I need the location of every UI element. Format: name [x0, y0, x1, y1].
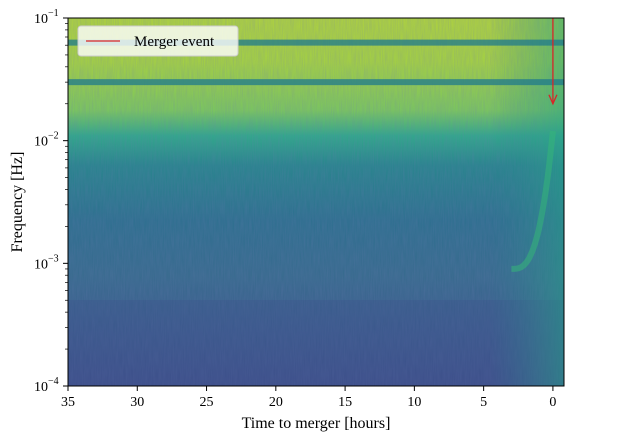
x-tick-label: 5	[480, 395, 487, 410]
merger-glow	[68, 18, 564, 386]
y-tick-label: 10−4	[34, 376, 59, 395]
x-axis-label: Time to merger [hours]	[242, 415, 391, 432]
y-tick-label: 10−1	[34, 8, 59, 27]
x-axis: 35 30 25 20 15 10 5 0	[61, 386, 556, 410]
plot-area	[68, 18, 564, 386]
spectral-lines	[68, 39, 564, 86]
x-tick-label: 35	[61, 395, 75, 410]
x-tick-label: 10	[407, 395, 421, 410]
merger-arrow-head	[548, 94, 558, 106]
y-axis: 10−1 10−2 10−3 10−4	[34, 8, 68, 395]
legend-box	[77, 25, 239, 57]
x-tick-label: 0	[549, 395, 556, 410]
x-tick-label: 30	[130, 395, 144, 410]
plot-frame	[67, 17, 565, 387]
chirp-track	[511, 130, 556, 272]
x-tick-label: 25	[200, 395, 214, 410]
spectral-line-0	[68, 79, 564, 86]
legend: Merger event	[77, 25, 239, 57]
legend-label-merger-event: Merger event	[134, 34, 215, 50]
x-tick-label: 15	[338, 395, 352, 410]
y-tick-label: 10−3	[34, 253, 59, 272]
y-axis-label: Frequency [Hz]	[9, 152, 26, 253]
spectral-line-1	[68, 39, 564, 46]
y-tick-label: 10−2	[34, 131, 59, 150]
x-tick-label: 20	[269, 395, 283, 410]
